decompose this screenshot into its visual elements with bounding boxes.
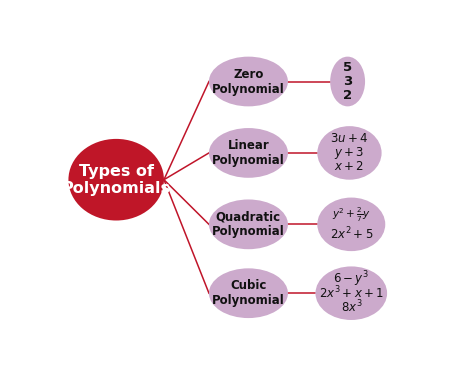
Text: Zero
Polynomial: Zero Polynomial (212, 68, 285, 95)
Text: $y^2 + \frac{2}{7}y$: $y^2 + \frac{2}{7}y$ (332, 205, 371, 224)
Text: $x + 2$: $x + 2$ (335, 160, 365, 174)
Text: $2x^3 + x + 1$: $2x^3 + x + 1$ (319, 285, 383, 302)
Ellipse shape (209, 57, 288, 106)
Text: Quadratic
Polynomial: Quadratic Polynomial (212, 210, 285, 238)
Text: $y + 3$: $y + 3$ (334, 145, 365, 161)
Text: 3: 3 (343, 75, 352, 88)
Ellipse shape (317, 126, 382, 180)
Text: Types of
Polynomials: Types of Polynomials (62, 164, 171, 196)
Text: $6 - y^3$: $6 - y^3$ (333, 269, 369, 289)
Text: 2: 2 (343, 89, 352, 102)
Ellipse shape (317, 197, 385, 251)
Text: 5: 5 (343, 61, 352, 74)
Text: $2x^2 + 5$: $2x^2 + 5$ (329, 226, 373, 243)
Ellipse shape (209, 200, 288, 249)
Text: Cubic
Polynomial: Cubic Polynomial (212, 279, 285, 307)
Text: $3u + 4$: $3u + 4$ (330, 132, 369, 145)
Ellipse shape (68, 139, 164, 220)
Ellipse shape (209, 268, 288, 318)
Ellipse shape (316, 266, 387, 320)
Ellipse shape (330, 57, 365, 106)
Text: $8x^3$: $8x^3$ (340, 299, 362, 315)
Ellipse shape (209, 128, 288, 178)
Text: Linear
Polynomial: Linear Polynomial (212, 139, 285, 167)
